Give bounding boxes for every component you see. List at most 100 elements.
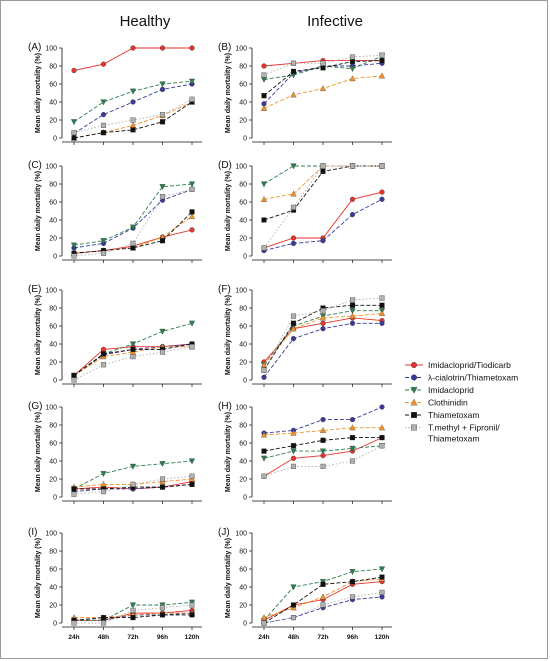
data-point [130,354,136,360]
y-tick-label: 60 [239,82,247,89]
data-point [349,212,356,218]
data-point [189,612,195,618]
data-point [379,58,385,64]
panel-label: (B) [218,42,231,53]
data-point [100,351,107,357]
y-tick-label: 40 [49,585,57,592]
y-axis-label: Mean daily mortality (%) [35,538,42,618]
data-point [260,104,268,111]
data-point [378,566,386,573]
y-tick-label: 100 [45,164,57,171]
data-point [290,68,297,74]
y-tick-label: 80 [49,549,57,556]
data-point [349,445,356,452]
data-point [319,448,327,455]
y-axis-label: Mean daily mortality (%) [35,53,42,133]
data-point [260,614,268,621]
data-point [188,78,196,85]
series-t-methyl-fipronil-thiametoxam [71,96,195,136]
data-point [189,602,195,608]
x-tick-label: 96h [157,634,168,641]
data-point [189,96,195,102]
y-tick-label: 40 [239,100,247,107]
data-point [189,45,195,51]
legend-marker [411,374,418,381]
data-point [320,463,326,469]
x-tick-label: 72h [127,634,138,641]
series-t-methyl-fipronil-thiametoxam [71,602,195,626]
panel-label: (F) [218,284,231,295]
legend-label: Clothinidin [428,398,468,408]
data-point [290,463,297,469]
series-line [74,612,192,619]
data-point [100,489,107,495]
data-point [129,602,137,609]
y-tick-label: 20 [49,236,57,243]
y-tick-label: 60 [239,324,247,331]
y-tick-label: 60 [49,567,57,574]
panel-label: (G) [28,401,42,412]
series-line [73,614,192,621]
y-axis-label: Mean daily mortality (%) [35,295,42,375]
data-point [261,93,267,99]
series-line [73,188,193,249]
data-point [100,346,107,353]
data-point [320,320,326,326]
y-tick-label: 80 [239,423,247,430]
data-point [320,602,326,608]
y-tick-label: 0 [53,621,57,628]
series-thiametoxam [71,99,195,141]
y-tick-label: 40 [49,459,57,466]
y-tick-label: 20 [49,477,57,484]
y-tick-label: 100 [235,164,247,171]
series-line [263,54,383,76]
series-imidacloprid [260,443,386,462]
data-point [320,163,326,169]
data-point [290,235,297,241]
data-point [100,238,107,245]
y-tick-label: 80 [239,182,247,189]
data-point [260,76,268,83]
data-point [130,607,136,613]
data-point [100,615,107,621]
y-tick-label: 20 [49,603,57,610]
series-thiametoxam [71,209,195,256]
data-point [129,224,137,231]
data-point [261,245,267,251]
series-t-methyl-fipronil-thiametoxam [261,163,385,251]
series-imidacloprid [70,78,196,126]
legend-marker [410,398,418,406]
y-tick-label: 80 [49,306,57,313]
series-line [263,165,382,249]
series-cialotrin-thiametoxam [261,196,385,254]
data-point [159,605,166,611]
data-point [159,476,166,482]
panel-label: (E) [28,284,41,295]
series-line [73,211,193,254]
data-point [320,238,326,244]
series-cialotrin-thiametoxam [261,404,385,436]
legend-marker [411,424,417,431]
y-tick-label: 0 [53,136,57,143]
data-point [71,491,77,497]
data-point [379,52,385,58]
data-point [290,584,297,591]
data-point [290,190,297,197]
y-tick-label: 40 [49,100,57,107]
data-point [290,443,297,449]
y-axis-label: Mean daily mortality (%) [225,412,232,492]
data-point [378,310,386,316]
x-tick-label: 48h [98,634,109,641]
column-title-infective: Infective [307,13,363,30]
data-point [290,429,297,436]
data-point [261,374,267,380]
legend-item-cialotrin-thiametoxam: λ-cialotrin/Thiametoxam [405,373,518,383]
series-line [263,312,383,365]
data-point [159,112,166,118]
data-point [260,455,268,462]
y-tick-label: 60 [239,441,247,448]
